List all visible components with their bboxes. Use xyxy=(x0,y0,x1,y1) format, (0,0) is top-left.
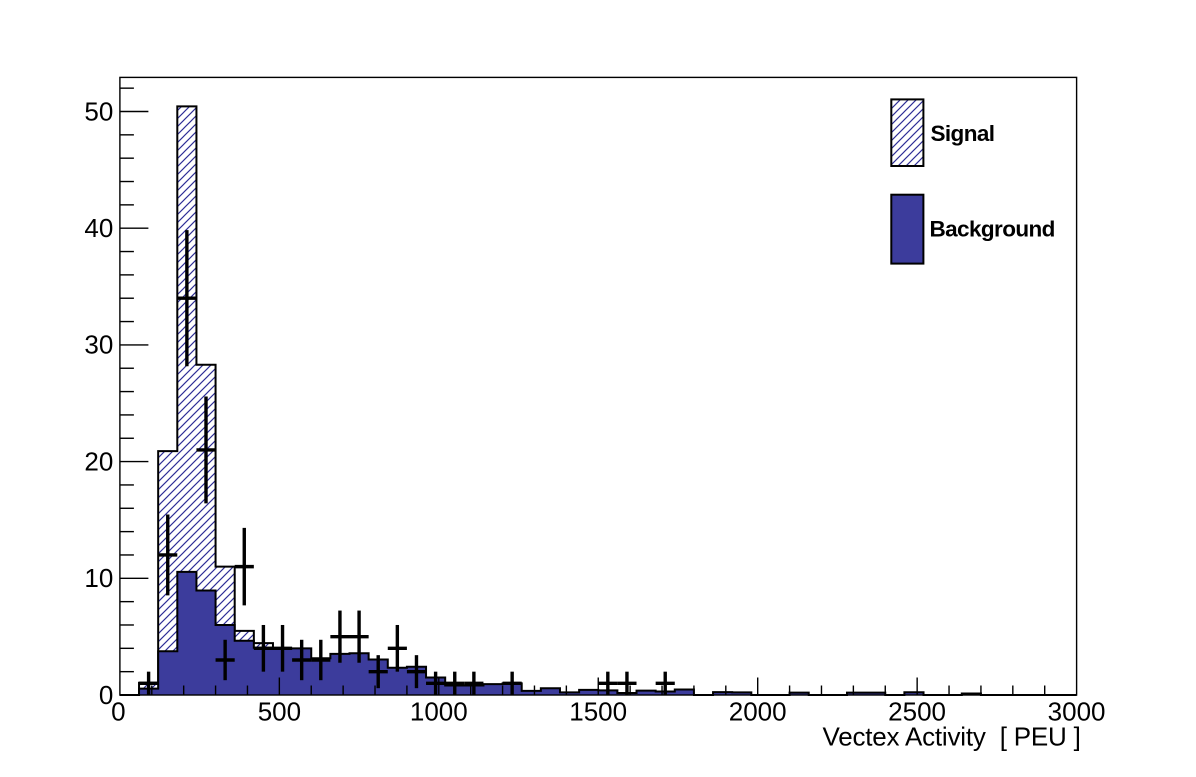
svg-text:500: 500 xyxy=(258,697,301,727)
svg-text:3000: 3000 xyxy=(1048,697,1106,727)
svg-text:50: 50 xyxy=(84,96,113,126)
svg-text:0: 0 xyxy=(99,680,113,710)
svg-text:2500: 2500 xyxy=(888,697,946,727)
svg-text:Signal: Signal xyxy=(931,121,995,146)
svg-text:1500: 1500 xyxy=(569,697,627,727)
svg-text:20: 20 xyxy=(84,446,113,476)
svg-text:10: 10 xyxy=(84,563,113,593)
svg-text:2000: 2000 xyxy=(729,697,787,727)
svg-text:40: 40 xyxy=(84,213,113,243)
svg-text:1000: 1000 xyxy=(410,697,468,727)
svg-text:Background: Background xyxy=(930,217,1055,242)
svg-text:0: 0 xyxy=(111,697,125,727)
svg-text:30: 30 xyxy=(84,330,113,360)
svg-text:Vectex Activity [ PEU ]: Vectex Activity [ PEU ] xyxy=(823,722,1081,752)
